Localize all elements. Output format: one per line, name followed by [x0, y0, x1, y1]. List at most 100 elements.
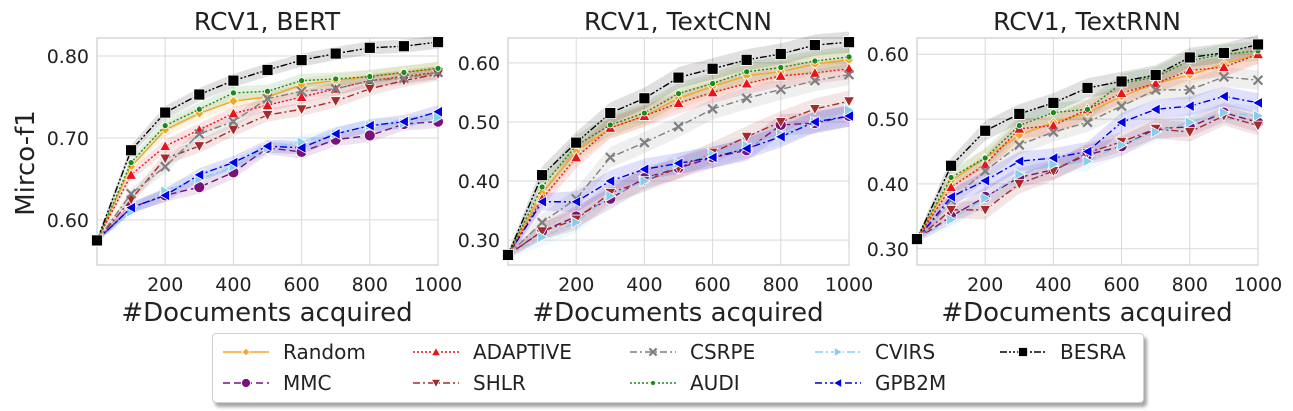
panel-1-x-tick-label: 800	[352, 274, 388, 296]
panel-1-point-adaptive	[261, 98, 274, 110]
panel-3-point-besra	[1218, 47, 1230, 59]
legend-item-cvirs: CVIRS	[813, 339, 935, 365]
panel-1-point-besra	[125, 144, 137, 157]
panel-2-point-besra	[604, 107, 617, 119]
panel-1-y-tick-label: 0.70	[47, 128, 89, 150]
panel-1-point-csrpe	[194, 128, 205, 140]
panel-1-point-gpb2m	[192, 168, 205, 182]
panel-3-point-besra	[945, 159, 957, 172]
panel-2-point-gpb2m	[569, 195, 581, 208]
panel-3-point-audi	[947, 174, 955, 181]
panel-2-point-audi	[675, 90, 682, 97]
panel-2-band-csrpe	[508, 64, 849, 259]
legend-label-besra: BESRA	[1060, 340, 1126, 364]
panel-2-point-gpb2m	[603, 174, 616, 188]
panel-2-point-besra	[843, 36, 855, 49]
legend-swatch-shlr	[413, 379, 459, 389]
panel-2-point-besra	[740, 53, 753, 66]
panel-2-point-cvirs	[605, 189, 617, 203]
legend-label-random: Random	[283, 340, 366, 364]
panel-3-point-csrpe	[1218, 71, 1230, 83]
panel-2-point-besra	[672, 71, 685, 84]
panel-3-plot: 200 400 600 800 1000 0.30 0.40 0.50 0.60	[867, 34, 1282, 296]
panel-2-point-gpb2m	[740, 142, 752, 155]
panel-2-point-audi	[845, 53, 853, 61]
panel-1-point-gpb2m	[363, 119, 375, 132]
legend-marker-besra	[1018, 347, 1028, 357]
panel-3-point-besra	[1252, 38, 1264, 51]
legend-item-audi: AUDI	[628, 370, 740, 396]
panel-2-point-csrpe	[843, 69, 855, 80]
panel-1-point-adaptive	[124, 168, 138, 180]
panel-2-point-shlr	[774, 117, 787, 129]
panel-2-point-gpb2m	[774, 130, 786, 143]
panel-3-point-gpb2m	[1149, 103, 1161, 116]
panel-2-point-gpb2m	[535, 195, 547, 208]
panel-2-point-audi	[709, 80, 717, 87]
panel-3-x-tick-label: 600	[1103, 274, 1139, 296]
panel-1-point-shlr	[295, 104, 308, 116]
panel-1-point-besra	[159, 106, 172, 119]
panel-3-point-besra	[1013, 107, 1026, 120]
panel-3-point-gpb2m	[1012, 155, 1025, 168]
panel-2-point-besra	[502, 249, 514, 261]
panel-1-point-mmc	[363, 129, 376, 142]
panel-2-point-adaptive	[740, 77, 753, 89]
panel-3-point-cvirs	[1253, 109, 1265, 123]
panel-1-point-audi	[229, 89, 237, 97]
panel-2-point-csrpe	[673, 121, 684, 132]
panel-2-point-cvirs	[571, 216, 583, 229]
panel-3-point-shlr	[944, 205, 958, 217]
panel-1-point-gpb2m	[158, 189, 171, 202]
panel-2-point-besra	[809, 39, 821, 51]
panel-2-point-shlr	[842, 96, 856, 108]
panel-1-point-besra	[329, 47, 342, 60]
panel-1-point-csrpe	[330, 83, 341, 94]
legend-marker-mmc	[241, 378, 251, 388]
panel-3-y-tick-label: 0.60	[867, 44, 909, 66]
panel-2-x-tick-label: 1000	[825, 274, 873, 296]
panel-1-point-csrpe	[262, 93, 273, 104]
panel-2-x-tick-label: 200	[558, 274, 594, 296]
panel-3: RCV1, TextRNN 200 400 600 800 1000 0.30 0.40 0.…	[867, 7, 1282, 328]
legend-marker-shlr	[430, 379, 442, 389]
panel-2-point-adaptive	[672, 96, 685, 108]
panel-3-point-csrpe	[980, 165, 991, 177]
panel-2-title: RCV1, TextCNN	[584, 7, 772, 36]
panel-1-point-shlr	[227, 124, 240, 137]
panel-2-point-audi	[743, 68, 751, 76]
panel-1-point-besra	[397, 40, 410, 53]
panel-3-point-gpb2m	[1251, 96, 1263, 110]
panel-2-point-shlr	[535, 226, 549, 238]
panel-2-x-tick-label: 600	[694, 274, 730, 296]
panel-2-line-gpb2m	[507, 115, 850, 256]
panel-3-point-gpb2m	[1115, 116, 1127, 129]
panel-2-point-gpb2m	[706, 151, 718, 164]
panel-2-point-adaptive	[808, 66, 822, 78]
panel-2-point-besra	[638, 92, 651, 105]
panel-3-point-gpb2m	[944, 190, 956, 204]
panel-3-point-cvirs	[1116, 138, 1128, 152]
panel-2-point-csrpe	[605, 152, 616, 163]
panel-2-point-cvirs	[639, 174, 651, 188]
panel-3-line-cvirs	[916, 111, 1259, 240]
panel-1-point-csrpe	[398, 72, 410, 84]
panel-2-band-shlr	[508, 90, 849, 259]
panel-1-point-audi	[161, 122, 169, 130]
panel-3-point-besra	[1115, 75, 1128, 88]
panel-1-point-audi	[195, 105, 203, 113]
panel-1-title: RCV1, BERT	[194, 7, 341, 36]
panel-3-point-shlr	[1013, 179, 1026, 191]
panel-3-point-cvirs	[980, 192, 992, 205]
panel-1-point-gpb2m	[329, 127, 341, 141]
legend-label-cvirs: CVIRS	[875, 340, 936, 364]
panel-1-point-gpb2m	[397, 115, 409, 128]
panel-3-point-besra	[979, 124, 992, 137]
legend-swatch-cvirs	[815, 346, 861, 358]
panel-1-x-axis-label: #Documents acquired	[121, 298, 412, 328]
panel-3-band-gpb2m	[917, 86, 1258, 242]
panel-1-point-audi	[127, 159, 135, 166]
panel-1-point-csrpe	[296, 86, 307, 97]
legend-swatch-audi	[630, 380, 676, 386]
